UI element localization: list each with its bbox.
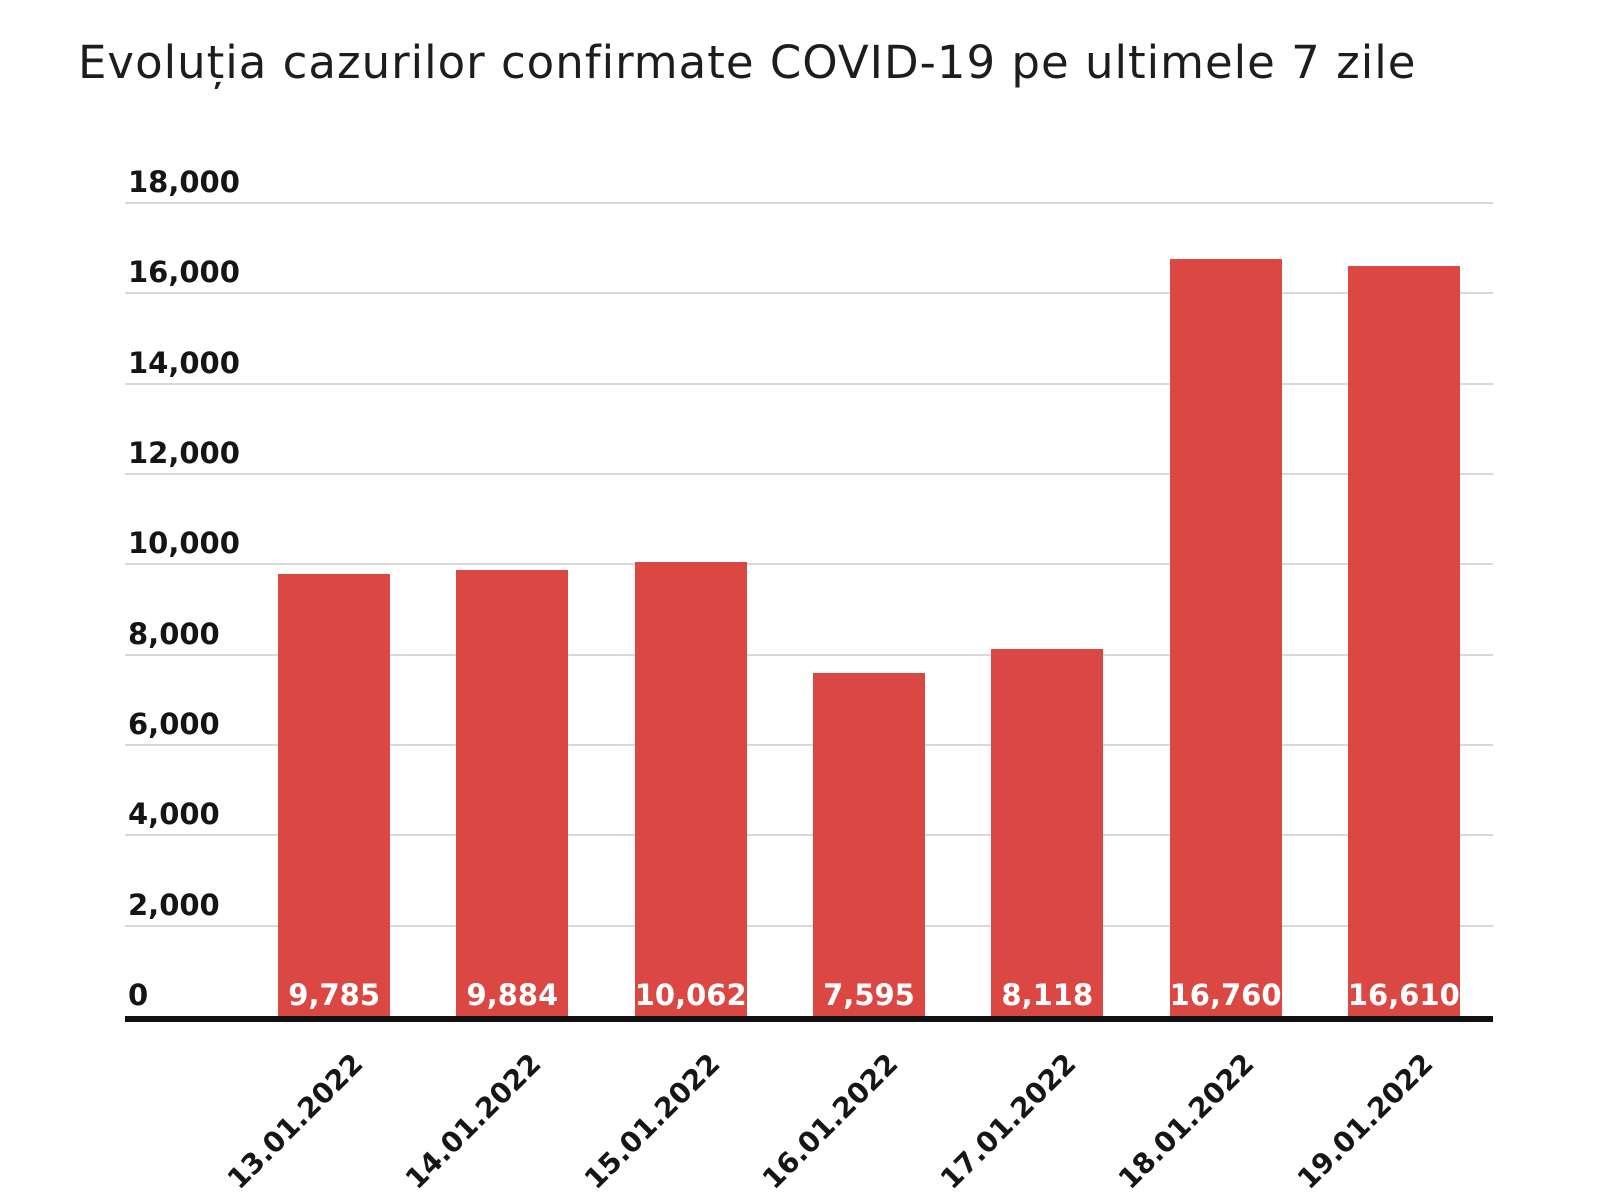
- y-axis-tick-label: 4,000: [128, 797, 220, 832]
- y-axis-tick-label: 14,000: [128, 345, 240, 380]
- bar-value-label: 16,760: [1169, 978, 1282, 1012]
- y-axis-tick-label: 8,000: [128, 616, 220, 651]
- y-axis-tick-label: 12,000: [128, 436, 240, 470]
- gridline: [125, 653, 1493, 656]
- x-axis-tick-label: 17.01.2022: [934, 1047, 1083, 1196]
- bar-value-label: 8,118: [1001, 978, 1094, 1012]
- y-axis-tick-label: 2,000: [128, 887, 220, 922]
- bar-value-label: 16,610: [1347, 978, 1460, 1012]
- x-axis-tick-label: 16.01.2022: [755, 1047, 905, 1196]
- x-axis-tick-label: 14.01.2022: [399, 1047, 548, 1196]
- y-axis-tick-label: 18,000: [128, 165, 240, 199]
- bar: 16,610: [1347, 266, 1460, 1016]
- bar: 9,785: [278, 574, 391, 1016]
- y-axis-tick-label: 6,000: [128, 707, 220, 741]
- y-axis-tick-label: 16,000: [128, 255, 240, 290]
- bar-value-label: 9,884: [466, 978, 559, 1012]
- bar: 8,118: [991, 649, 1104, 1016]
- gridline: [125, 834, 1493, 837]
- gridline: [125, 924, 1493, 927]
- x-axis-tick-label: 19.01.2022: [1290, 1047, 1440, 1196]
- bar-value-label: 9,785: [288, 978, 380, 1012]
- x-axis-line: [125, 1016, 1493, 1022]
- bar-value-label: 10,062: [634, 978, 747, 1012]
- bar-value-label: 7,595: [823, 978, 915, 1012]
- gridline: [125, 382, 1493, 385]
- bar: 7,595: [813, 673, 925, 1016]
- gridline: [125, 563, 1493, 566]
- bars-layer: 9,785 9,884 10,062 7,595 8,118 16,760 16,610: [245, 203, 1493, 1016]
- y-axis-tick-label: 10,000: [128, 526, 240, 561]
- y-axis-tick-label: 0: [128, 978, 149, 1012]
- bar: 10,062: [634, 562, 747, 1016]
- x-axis-tick-label: 13.01.2022: [220, 1047, 370, 1196]
- gridline: [125, 292, 1493, 295]
- plot-area: 0 2,000 4,000 6,000 8,000 10,000 12,000 14,000 1…: [125, 165, 1493, 1196]
- gridline: [125, 202, 1493, 204]
- x-axis-tick-label: 18.01.2022: [1112, 1047, 1261, 1196]
- x-axis-tick-label: 15.01.2022: [577, 1047, 727, 1196]
- gridline: [125, 473, 1493, 475]
- bar: 16,760: [1169, 259, 1282, 1016]
- chart-title: Evoluția cazurilor confirmate COVID-19 p…: [78, 36, 1417, 89]
- gridline: [125, 744, 1493, 746]
- bar: 9,884: [456, 570, 569, 1016]
